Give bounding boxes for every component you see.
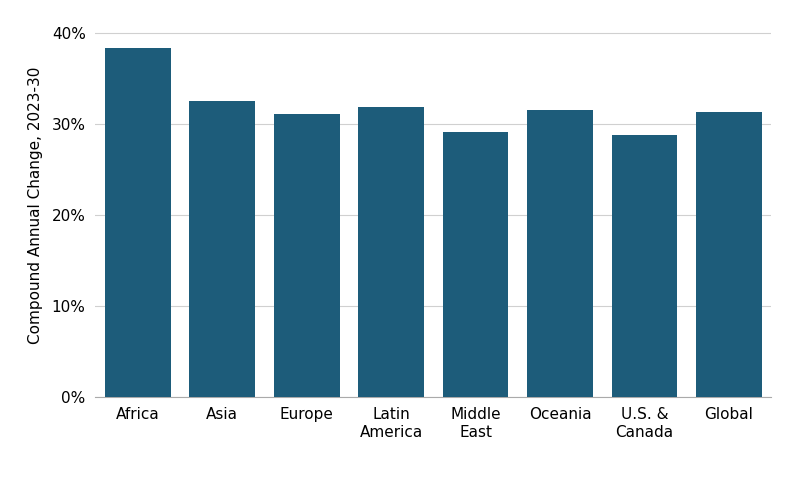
- Bar: [611, 135, 677, 397]
- Bar: [189, 101, 255, 397]
- Bar: [696, 112, 762, 397]
- Bar: [358, 107, 424, 397]
- Bar: [105, 48, 171, 397]
- Bar: [273, 114, 339, 397]
- Y-axis label: Compound Annual Change, 2023-30: Compound Annual Change, 2023-30: [29, 67, 44, 345]
- Bar: [443, 132, 509, 397]
- Bar: [527, 110, 593, 397]
